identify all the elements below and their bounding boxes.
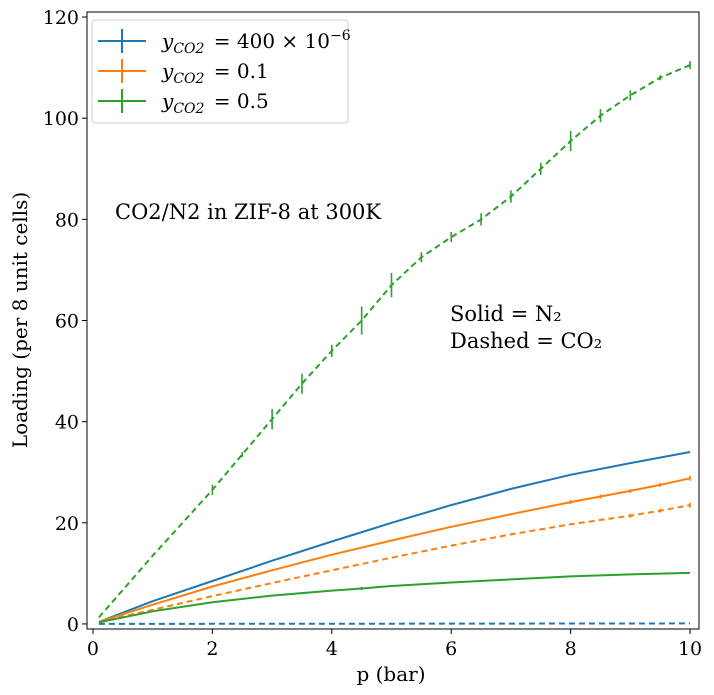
x-tick-label: 4 (326, 638, 338, 660)
y-tick-label: 40 (55, 412, 79, 434)
legend-y-symbol: y (161, 59, 174, 83)
legend-equation: = 0.5 (207, 89, 268, 113)
legend-label-1: yCO2 = 400 × 10−6 (161, 28, 351, 57)
series-3-n2-line (98, 571, 691, 624)
legend-equation: = 400 × 10 (207, 29, 330, 53)
y-tick-label: 0 (67, 614, 79, 636)
legend-equation: = 0.1 (207, 59, 268, 83)
legend-subscript: CO2 (173, 41, 204, 57)
series-1-n2-line (98, 451, 691, 623)
y-tick-label: 20 (55, 513, 79, 535)
x-tick-label: 10 (678, 638, 702, 660)
legend-label-2: yCO2 = 0.1 (161, 59, 269, 87)
x-tick-label: 0 (87, 638, 99, 660)
solid-line-annotation: Solid = N₂ (450, 302, 562, 326)
x-tick-label: 6 (445, 638, 457, 660)
series-layer (98, 61, 691, 625)
y-tick-label: 100 (43, 108, 79, 130)
x-tick-label: 2 (206, 638, 218, 660)
legend-subscript: CO2 (173, 71, 204, 87)
legend-label-3: yCO2 = 0.5 (161, 89, 269, 117)
series-1-co2-line (98, 622, 691, 625)
y-axis: 0 20 40 60 80 100 120 (43, 7, 87, 636)
legend-y-symbol: y (161, 89, 174, 113)
x-axis: 0 2 4 6 8 10 (87, 629, 702, 660)
legend-subscript: CO2 (173, 101, 204, 117)
system-annotation: CO2/N2 in ZIF-8 at 300K (115, 200, 381, 224)
y-tick-label: 120 (43, 7, 79, 29)
x-axis-label: p (bar) (356, 662, 425, 686)
dashed-line-annotation: Dashed = CO₂ (450, 329, 602, 353)
legend-superscript: −6 (330, 28, 351, 44)
y-tick-label: 80 (55, 209, 79, 231)
legend-y-symbol: y (161, 29, 174, 53)
x-tick-label: 8 (565, 638, 577, 660)
y-tick-label: 60 (55, 311, 79, 333)
y-axis-label: Loading (per 8 unit cells) (8, 192, 32, 448)
legend-box (91, 19, 349, 124)
series-2-co2-line (98, 504, 691, 623)
